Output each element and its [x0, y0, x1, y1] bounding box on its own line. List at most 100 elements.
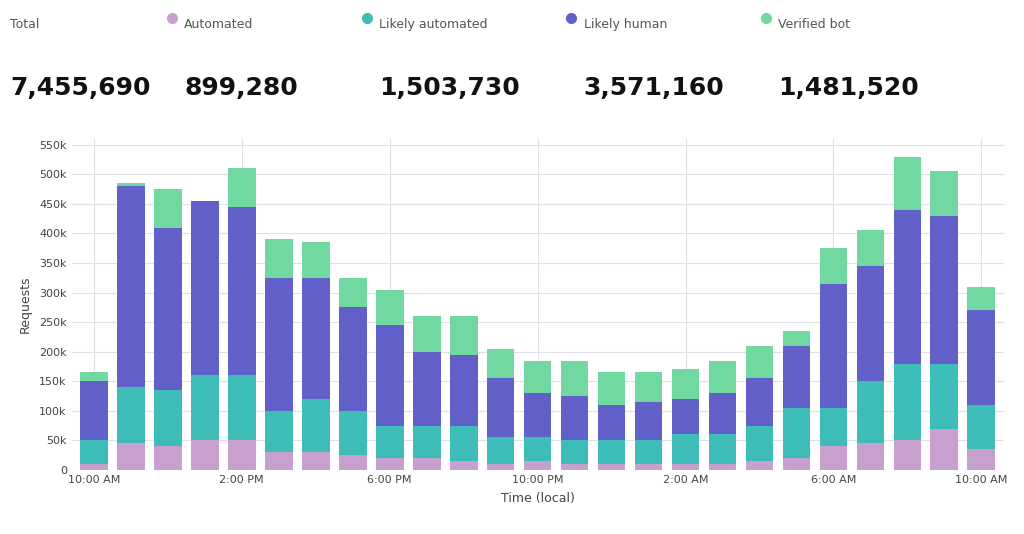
- Bar: [339, 278, 367, 308]
- Bar: [709, 464, 736, 470]
- Bar: [450, 355, 477, 426]
- Bar: [523, 360, 552, 393]
- Bar: [80, 441, 108, 464]
- Bar: [856, 231, 885, 266]
- Bar: [523, 393, 552, 437]
- Bar: [117, 387, 144, 443]
- Bar: [931, 428, 958, 470]
- Bar: [709, 360, 736, 393]
- Bar: [117, 443, 144, 470]
- Bar: [302, 242, 330, 278]
- Text: Likely human: Likely human: [584, 18, 667, 30]
- Bar: [339, 455, 367, 470]
- Bar: [819, 284, 847, 408]
- Bar: [745, 346, 773, 378]
- Text: 1,481,520: 1,481,520: [778, 76, 919, 100]
- Text: Automated: Automated: [184, 18, 254, 30]
- Bar: [819, 248, 847, 284]
- Bar: [598, 441, 626, 464]
- Bar: [117, 186, 144, 387]
- Bar: [80, 372, 108, 381]
- Bar: [598, 372, 626, 405]
- Bar: [894, 156, 922, 210]
- Bar: [819, 408, 847, 446]
- Bar: [265, 411, 293, 452]
- Bar: [819, 446, 847, 470]
- Bar: [154, 446, 181, 470]
- Text: 7,455,690: 7,455,690: [10, 76, 151, 100]
- Bar: [672, 464, 699, 470]
- Y-axis label: Requests: Requests: [19, 276, 32, 333]
- Bar: [672, 399, 699, 435]
- Bar: [228, 375, 256, 441]
- Text: 899,280: 899,280: [184, 76, 298, 100]
- Text: Verified bot: Verified bot: [778, 18, 850, 30]
- X-axis label: Time (local): Time (local): [501, 492, 574, 505]
- Bar: [635, 464, 663, 470]
- Bar: [413, 316, 440, 352]
- Bar: [598, 405, 626, 441]
- Bar: [486, 464, 514, 470]
- Bar: [154, 390, 181, 446]
- Bar: [450, 461, 477, 470]
- Bar: [190, 375, 219, 441]
- Bar: [782, 458, 810, 470]
- Bar: [339, 411, 367, 455]
- Bar: [228, 168, 256, 207]
- Bar: [782, 331, 810, 346]
- Bar: [782, 408, 810, 458]
- Bar: [968, 405, 995, 449]
- Bar: [598, 464, 626, 470]
- Bar: [450, 316, 477, 355]
- Bar: [856, 443, 885, 470]
- Bar: [117, 183, 144, 186]
- Bar: [931, 171, 958, 216]
- Bar: [635, 441, 663, 464]
- Text: 3,571,160: 3,571,160: [584, 76, 724, 100]
- Bar: [265, 452, 293, 470]
- Bar: [486, 378, 514, 437]
- Bar: [635, 402, 663, 441]
- Bar: [635, 372, 663, 402]
- Bar: [376, 289, 403, 325]
- Bar: [228, 441, 256, 470]
- Bar: [709, 393, 736, 435]
- Bar: [561, 360, 589, 396]
- Bar: [931, 216, 958, 364]
- Bar: [265, 278, 293, 411]
- Bar: [968, 449, 995, 470]
- Bar: [894, 210, 922, 364]
- Bar: [745, 461, 773, 470]
- Bar: [782, 346, 810, 408]
- Bar: [339, 308, 367, 411]
- Bar: [450, 426, 477, 461]
- Bar: [561, 441, 589, 464]
- Bar: [968, 310, 995, 405]
- Bar: [672, 435, 699, 464]
- Bar: [561, 396, 589, 441]
- Bar: [265, 239, 293, 278]
- Bar: [561, 464, 589, 470]
- Bar: [968, 287, 995, 310]
- Text: Total: Total: [10, 18, 40, 30]
- Bar: [302, 399, 330, 452]
- Bar: [80, 381, 108, 441]
- Bar: [302, 278, 330, 399]
- Bar: [80, 464, 108, 470]
- Bar: [302, 452, 330, 470]
- Bar: [376, 426, 403, 458]
- Bar: [228, 207, 256, 375]
- Bar: [154, 189, 181, 227]
- Bar: [894, 441, 922, 470]
- Bar: [745, 426, 773, 461]
- Bar: [154, 227, 181, 390]
- Bar: [486, 349, 514, 378]
- Bar: [413, 352, 440, 426]
- Bar: [709, 435, 736, 464]
- Bar: [523, 437, 552, 461]
- Bar: [672, 370, 699, 399]
- Text: Likely automated: Likely automated: [379, 18, 487, 30]
- Bar: [190, 201, 219, 375]
- Bar: [376, 325, 403, 426]
- Bar: [856, 266, 885, 381]
